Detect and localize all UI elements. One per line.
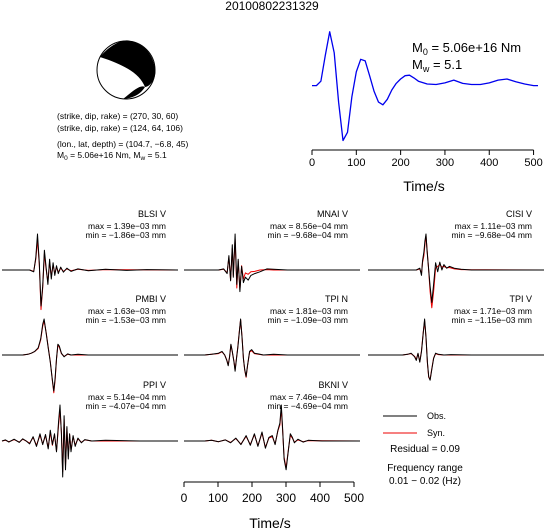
stf-x-axis: 0 100 200 300 400 500 bbox=[309, 149, 543, 169]
waveform-x-axis-label: Time/s bbox=[249, 515, 290, 530]
nodal-plane-1: (strike, dip, rake) = (270, 30, 60) bbox=[57, 111, 178, 121]
stf-x-tick-label: 400 bbox=[480, 157, 498, 169]
station-min-amplitude: min = −1.86e−03 mm bbox=[85, 230, 166, 240]
stf-x-tick-label: 0 bbox=[309, 157, 315, 169]
station-min-amplitude: min = −9.68e−04 mm bbox=[267, 230, 348, 240]
stf-x-tick-label: 500 bbox=[524, 157, 542, 169]
observed-waveform bbox=[184, 318, 360, 378]
beachball-compressional-quadrant bbox=[100, 40, 156, 87]
legend-observed-label: Obs. bbox=[427, 411, 446, 421]
stf-panel: 0 100 200 300 400 500 Time/s M0 = 5.06e+16 Nm… bbox=[309, 31, 543, 194]
station-min-amplitude: min = −1.15e−03 mm bbox=[451, 315, 532, 325]
stf-x-tick-label: 200 bbox=[391, 157, 409, 169]
frequency-range-value: 0.01 − 0.02 (Hz) bbox=[389, 476, 461, 487]
station-max-amplitude: max = 1.63e−03 mm bbox=[88, 306, 166, 316]
station-max-amplitude: max = 1.71e−03 mm bbox=[454, 306, 532, 316]
beachball-compressional-quadrant-lower bbox=[123, 86, 145, 99]
station-min-amplitude: min = −4.69e−04 mm bbox=[267, 401, 348, 411]
synthetic-waveform bbox=[184, 408, 361, 469]
source-parameters: (strike, dip, rake) = (270, 30, 60) (str… bbox=[57, 111, 189, 162]
station-max-amplitude: max = 1.81e−03 mm bbox=[270, 306, 348, 316]
figure-title: 20100802231329 bbox=[225, 0, 319, 13]
stf-moment-label: M0 = 5.06e+16 Nm bbox=[412, 40, 521, 57]
station-max-amplitude: max = 8.56e−04 mm bbox=[270, 221, 348, 231]
source-location: (lon., lat, depth) = (104.7, −6.8, 45) bbox=[57, 139, 189, 149]
station-min-amplitude: min = −1.09e−03 mm bbox=[267, 315, 348, 325]
stf-x-axis-label: Time/s bbox=[403, 178, 444, 194]
observed-waveform bbox=[2, 233, 179, 307]
waveform-x-tick-label: 400 bbox=[310, 491, 330, 505]
synthetic-waveform bbox=[184, 238, 360, 291]
residual-text: Residual = 0.09 bbox=[390, 444, 460, 455]
stf-x-tick-label: 300 bbox=[436, 157, 454, 169]
observed-waveform bbox=[368, 318, 544, 381]
waveform-x-tick-label: 300 bbox=[276, 491, 296, 505]
nodal-plane-2: (strike, dip, rake) = (124, 64, 106) bbox=[57, 123, 183, 133]
stf-plot-area bbox=[312, 31, 538, 142]
station-name: PMBI V bbox=[135, 294, 166, 304]
station-name: BLSI V bbox=[138, 209, 166, 219]
waveform-x-tick-label: 500 bbox=[344, 491, 364, 505]
station-max-amplitude: max = 1.11e−03 mm bbox=[455, 221, 532, 231]
synthetic-waveform bbox=[368, 320, 544, 380]
station-name: BKNI V bbox=[318, 380, 348, 390]
stf-magnitude-label: Mw = 5.1 bbox=[412, 57, 462, 74]
frequency-range-title: Frequency range bbox=[387, 463, 463, 474]
source-moment: M0 = 5.06e+16 Nm, Mw = 5.1 bbox=[57, 150, 167, 162]
legend: Obs. Syn. Residual = 0.09 Frequency rang… bbox=[383, 411, 463, 487]
station-name: PPI V bbox=[143, 380, 166, 390]
waveform-x-tick-label: 200 bbox=[242, 491, 262, 505]
stf-line bbox=[312, 31, 538, 142]
station-max-amplitude: max = 1.39e−03 mm bbox=[88, 221, 166, 231]
waveform-x-axis: 0 100 200 300 400 500 bbox=[181, 481, 364, 505]
station-max-amplitude: max = 7.46e−04 mm bbox=[270, 392, 348, 402]
observed-waveform bbox=[184, 404, 360, 471]
station-name: MNAI V bbox=[317, 209, 348, 219]
station-name: TPI N bbox=[325, 294, 348, 304]
observed-waveform bbox=[2, 318, 178, 392]
station-min-amplitude: min = −4.07e−04 mm bbox=[85, 401, 166, 411]
station-name: TPI V bbox=[509, 294, 532, 304]
stf-x-tick-label: 100 bbox=[347, 157, 365, 169]
synthetic-waveform bbox=[184, 319, 360, 378]
observed-waveform bbox=[1, 404, 178, 478]
station-name: CISI V bbox=[506, 209, 532, 219]
station-max-amplitude: max = 5.14e−04 mm bbox=[88, 392, 166, 402]
waveform-x-tick-label: 100 bbox=[208, 491, 228, 505]
station-min-amplitude: min = −1.53e−03 mm bbox=[85, 315, 166, 325]
observed-waveform bbox=[184, 233, 360, 293]
waveform-x-tick-label: 0 bbox=[181, 491, 188, 505]
observed-waveform bbox=[368, 233, 544, 303]
legend-synthetic-label: Syn. bbox=[427, 428, 445, 438]
beachball-focal-mechanism bbox=[96, 40, 156, 100]
station-min-amplitude: min = −9.68e−04 mm bbox=[451, 230, 532, 240]
